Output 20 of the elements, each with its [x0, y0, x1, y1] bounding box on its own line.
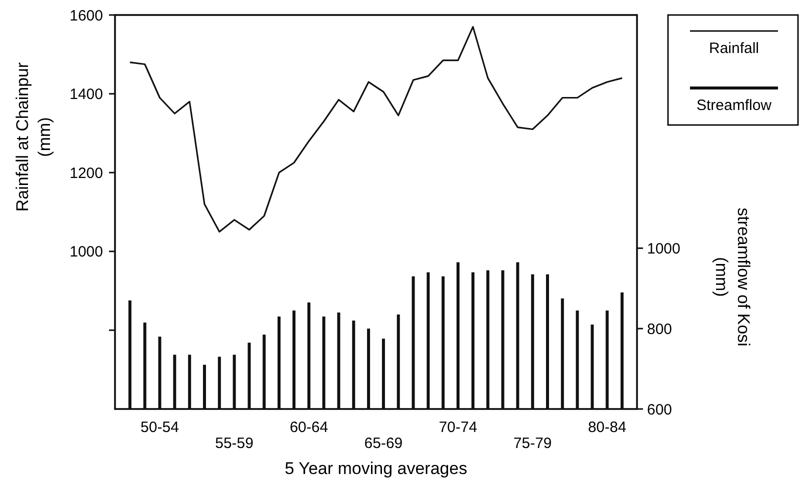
- y-tick-label: 1400: [70, 86, 103, 104]
- y2-tick-label: 600: [647, 401, 672, 418]
- y-axis-title: Rainfall at Chainpur (mm): [13, 62, 54, 212]
- x-tick-label: 60-64: [290, 419, 328, 436]
- line-series: [129, 26, 623, 232]
- x-tick-label: 70-74: [438, 419, 478, 436]
- x-tick-label: 80-84: [588, 419, 626, 436]
- x-tick-label: 55-59: [215, 435, 254, 452]
- text: Streamflow: [696, 97, 772, 114]
- x-tick-label: 50-54: [140, 419, 179, 436]
- x-axis-title: 5 Year moving averages: [284, 459, 468, 478]
- x-tick-label: 75-79: [513, 435, 552, 452]
- y2-tick-label: 800: [647, 320, 672, 338]
- text: Rainfall: [708, 40, 760, 57]
- y2-tick-label: 1000: [647, 240, 680, 258]
- y-tick-label: 1600: [70, 7, 103, 24]
- y-tick-label: 1200: [70, 164, 103, 182]
- y2-axis-title: streamflow of Kosi (mm): [712, 208, 753, 346]
- x-tick-label: 65-69: [364, 435, 403, 452]
- y-tick-label: 1000: [70, 244, 103, 261]
